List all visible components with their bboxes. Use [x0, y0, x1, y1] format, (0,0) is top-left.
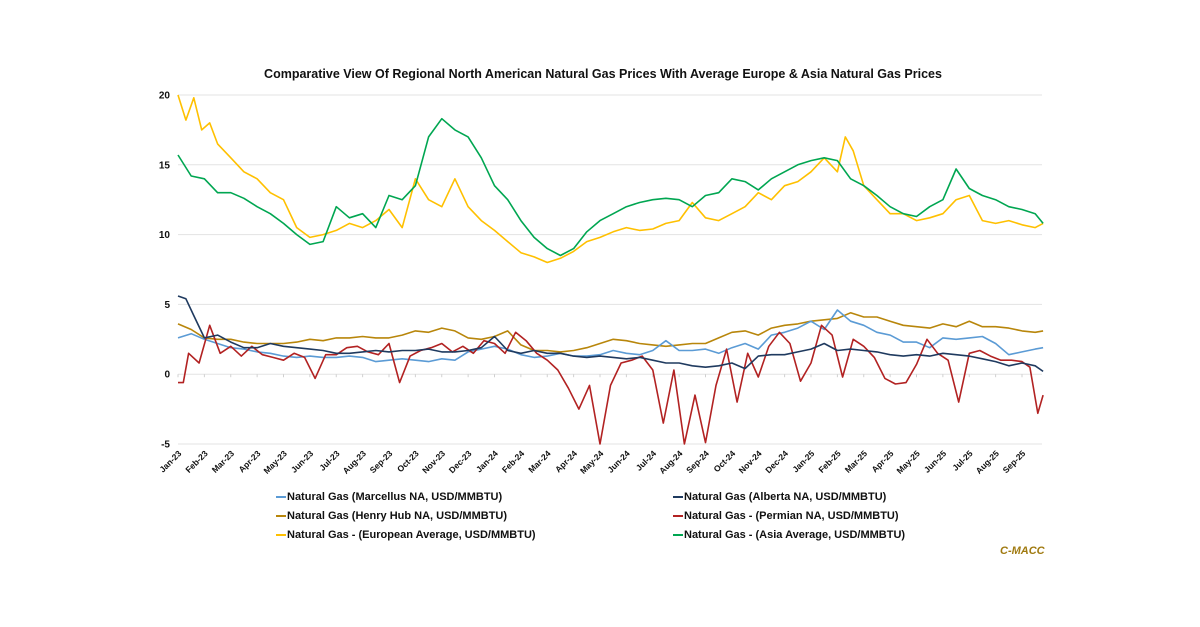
- legend-swatch-asia: [673, 534, 683, 536]
- x-tick-label: May-25: [894, 448, 922, 476]
- x-tick-label: Jul-25: [950, 448, 975, 473]
- x-tick-label: Dec-24: [763, 448, 790, 475]
- y-tick-label: -5: [161, 440, 170, 451]
- legend-label-asia: Natural Gas - (Asia Average, USD/MMBTU): [684, 529, 906, 541]
- x-tick-label: Aug-25: [974, 448, 1002, 476]
- legend-swatch-alberta: [673, 496, 683, 498]
- legend-label-european: Natural Gas - (European Average, USD/MMB…: [287, 529, 536, 541]
- x-tick-label: May-23: [261, 448, 289, 476]
- x-tick-label: Jun-24: [605, 448, 632, 475]
- x-tick-label: Jan-23: [157, 448, 183, 474]
- legend-label-alberta: Natural Gas (Alberta NA, USD/MMBTU): [684, 491, 887, 503]
- x-tick-label: Feb-25: [816, 448, 843, 475]
- y-axis-ticks: 20 15 10 5 0 -5: [159, 91, 171, 451]
- y-tick-label: 0: [164, 370, 170, 381]
- x-tick-label: Mar-25: [843, 448, 870, 475]
- x-tick-label: Mar-23: [210, 448, 237, 475]
- y-tick-label: 20: [159, 91, 171, 102]
- series-henry-hub: [177, 311, 1044, 353]
- legend-label-permian: Natural Gas - (Permian NA, USD/MMBTU): [684, 510, 899, 522]
- legend-label-marcellus: Natural Gas (Marcellus NA, USD/MMBTU): [287, 491, 503, 503]
- x-tick-label: Jun-23: [289, 448, 316, 475]
- series-permian: [178, 324, 1044, 445]
- x-tick-label: Feb-24: [500, 448, 527, 475]
- x-tick-label: Nov-23: [420, 448, 447, 475]
- x-tick-label: Jan-24: [474, 448, 500, 474]
- legend-item-permian: Natural Gas - (Permian NA, USD/MMBTU): [673, 510, 899, 522]
- x-tick-label: Mar-24: [526, 448, 553, 475]
- x-tick-label: Apr-25: [869, 448, 895, 474]
- chart-title: Comparative View Of Regional North Ameri…: [264, 67, 942, 81]
- x-tick-label: Sep-25: [1001, 448, 1028, 475]
- y-tick-label: 5: [164, 300, 170, 311]
- legend-swatch-henry-hub: [276, 515, 286, 517]
- legend-item-european: Natural Gas - (European Average, USD/MMB…: [276, 529, 536, 541]
- legend-swatch-european: [276, 534, 286, 536]
- series-lines: [177, 94, 1044, 445]
- y-tick-label: 15: [159, 160, 171, 171]
- x-tick-label: Apr-23: [236, 448, 262, 474]
- legend-item-henry-hub: Natural Gas (Henry Hub NA, USD/MMBTU): [276, 510, 507, 522]
- legend-item-alberta: Natural Gas (Alberta NA, USD/MMBTU): [673, 491, 886, 503]
- x-tick-label: Jul-24: [634, 448, 659, 473]
- series-alberta: [177, 295, 1044, 373]
- x-tick-label: Dec-23: [447, 448, 474, 475]
- x-tick-label: Oct-24: [712, 448, 738, 474]
- x-tick-label: Feb-23: [183, 448, 210, 475]
- legend-item-marcellus: Natural Gas (Marcellus NA, USD/MMBTU): [276, 491, 502, 503]
- x-tick-label: May-24: [578, 448, 606, 476]
- series-marcellus: [177, 309, 1044, 363]
- x-tick-label: Jan-25: [790, 448, 816, 474]
- x-tick-label: Jun-25: [922, 448, 949, 475]
- x-tick-label: Sep-24: [684, 448, 711, 475]
- legend-label-henry-hub: Natural Gas (Henry Hub NA, USD/MMBTU): [287, 510, 508, 522]
- brand-watermark: C-MACC: [1000, 545, 1045, 557]
- x-tick-label: Nov-24: [737, 448, 764, 475]
- series-european: [177, 94, 1044, 264]
- legend-swatch-marcellus: [276, 496, 286, 498]
- x-tick-label: Oct-23: [395, 448, 421, 474]
- legend-swatch-permian: [673, 515, 683, 517]
- legend-item-asia: Natural Gas - (Asia Average, USD/MMBTU): [673, 529, 905, 541]
- y-tick-label: 10: [159, 230, 171, 241]
- x-tick-label: Apr-24: [553, 448, 579, 474]
- series-asia: [177, 117, 1044, 257]
- x-tick-label: Jul-23: [317, 448, 342, 473]
- x-tick-label: Aug-23: [341, 448, 369, 476]
- x-tick-label: Aug-24: [657, 448, 685, 476]
- x-tick-label: Sep-23: [368, 448, 395, 475]
